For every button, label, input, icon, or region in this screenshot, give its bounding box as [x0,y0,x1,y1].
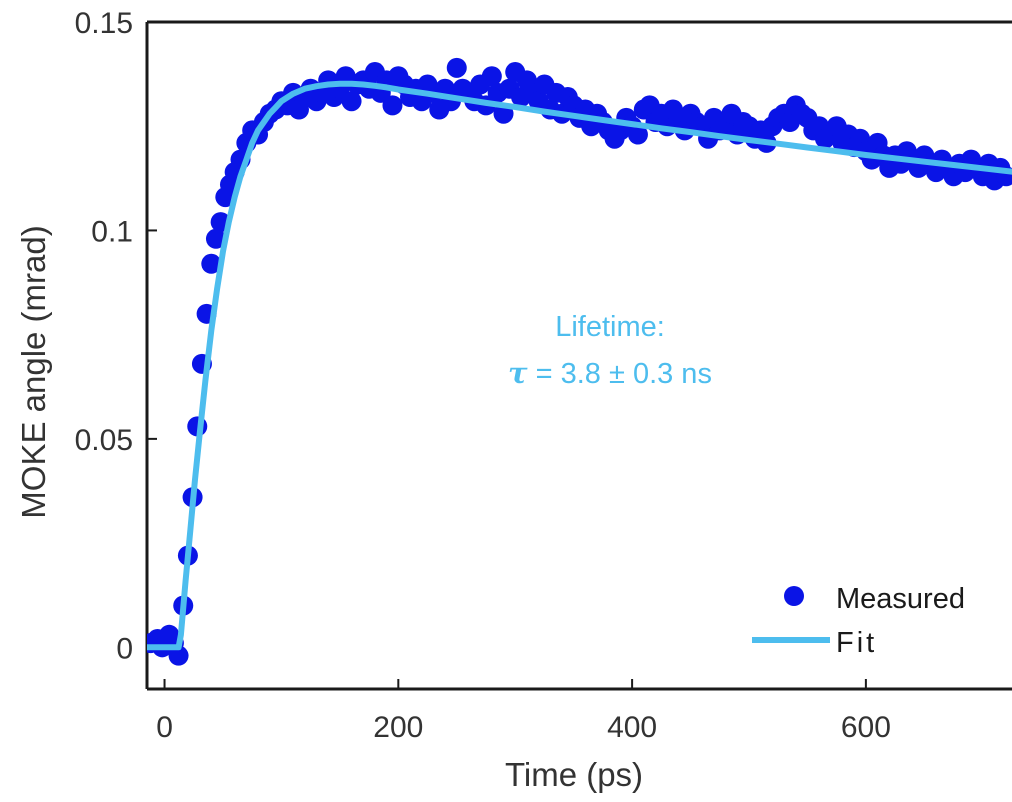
y-tick-label: 0.1 [91,215,133,248]
fit-line [147,80,1012,651]
data-point-measured [168,645,189,666]
axis-tick-labels: 0 200 400 600 0 0.05 0.1 0.15 [75,7,891,744]
tau-symbol: τ [508,356,528,390]
annotation-line-2: τ = 3.8 ± 0.3 ns [508,356,712,390]
data-point-measured [481,66,502,87]
lifetime-value: = 3.8 ± 0.3 ns [528,358,712,390]
x-tick-label: 200 [373,711,423,744]
y-tick-label: 0.15 [75,7,133,40]
x-tick-label: 400 [607,711,657,744]
x-tick-label: 0 [156,711,173,744]
legend-label-measured: Measured [836,583,965,615]
x-tick-label: 600 [841,711,891,744]
annotation-line-1: Lifetime: [555,311,665,343]
legend: Measured Fit [752,583,965,659]
lifetime-annotation: Lifetime: τ = 3.8 ± 0.3 ns [508,311,712,390]
y-axis-title: MOKE angle (mrad) [15,225,52,518]
data-point-measured [446,57,467,78]
data-point-measured [205,228,226,249]
plot-frame [145,20,1012,691]
x-axis-title: Time (ps) [505,756,643,793]
data-point-measured [627,124,648,145]
y-tick-label: 0 [116,632,133,665]
y-tick-label: 0.05 [75,424,133,457]
data-point-measured [341,91,362,112]
legend-label-fit: Fit [836,627,877,659]
axis-ticks [147,21,867,689]
data-point-measured [382,95,403,116]
data-point-measured [201,253,222,274]
legend-marker-measured [784,586,804,606]
